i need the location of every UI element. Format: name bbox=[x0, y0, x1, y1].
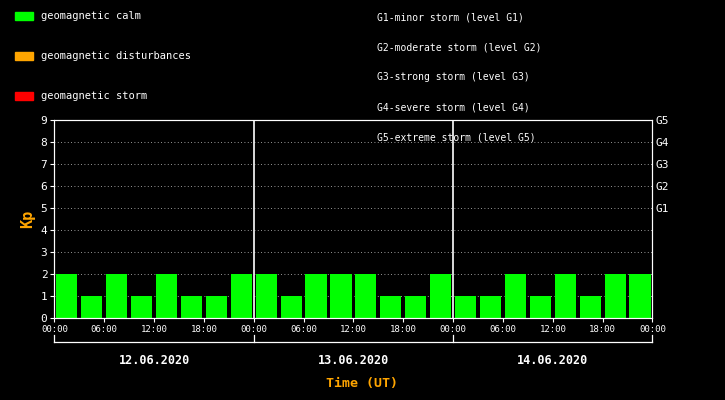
Bar bbox=[57, 274, 78, 318]
Text: G3-strong storm (level G3): G3-strong storm (level G3) bbox=[377, 72, 530, 82]
Bar bbox=[605, 274, 626, 318]
Text: geomagnetic disturbances: geomagnetic disturbances bbox=[41, 51, 191, 61]
Bar bbox=[256, 274, 277, 318]
Text: G1-minor storm (level G1): G1-minor storm (level G1) bbox=[377, 12, 524, 22]
Bar bbox=[530, 296, 551, 318]
Bar bbox=[156, 274, 177, 318]
Bar bbox=[405, 296, 426, 318]
Bar bbox=[206, 296, 227, 318]
Bar bbox=[430, 274, 451, 318]
Bar bbox=[455, 296, 476, 318]
Bar bbox=[380, 296, 402, 318]
Bar bbox=[131, 296, 152, 318]
Text: 12.06.2020: 12.06.2020 bbox=[118, 354, 190, 367]
Text: 13.06.2020: 13.06.2020 bbox=[318, 354, 389, 367]
Bar bbox=[281, 296, 302, 318]
Bar bbox=[555, 274, 576, 318]
Bar bbox=[480, 296, 501, 318]
Bar bbox=[629, 274, 650, 318]
Bar bbox=[81, 296, 102, 318]
Bar bbox=[331, 274, 352, 318]
Text: G4-severe storm (level G4): G4-severe storm (level G4) bbox=[377, 102, 530, 112]
Bar bbox=[505, 274, 526, 318]
Bar bbox=[305, 274, 327, 318]
Text: G2-moderate storm (level G2): G2-moderate storm (level G2) bbox=[377, 42, 542, 52]
Bar bbox=[181, 296, 202, 318]
Bar bbox=[579, 296, 601, 318]
Bar bbox=[231, 274, 252, 318]
Text: geomagnetic storm: geomagnetic storm bbox=[41, 91, 148, 101]
Text: geomagnetic calm: geomagnetic calm bbox=[41, 11, 141, 21]
Bar bbox=[355, 274, 376, 318]
Text: Time (UT): Time (UT) bbox=[326, 377, 399, 390]
Bar bbox=[106, 274, 128, 318]
Text: 14.06.2020: 14.06.2020 bbox=[517, 354, 589, 367]
Y-axis label: Kp: Kp bbox=[20, 210, 35, 228]
Text: G5-extreme storm (level G5): G5-extreme storm (level G5) bbox=[377, 132, 536, 142]
